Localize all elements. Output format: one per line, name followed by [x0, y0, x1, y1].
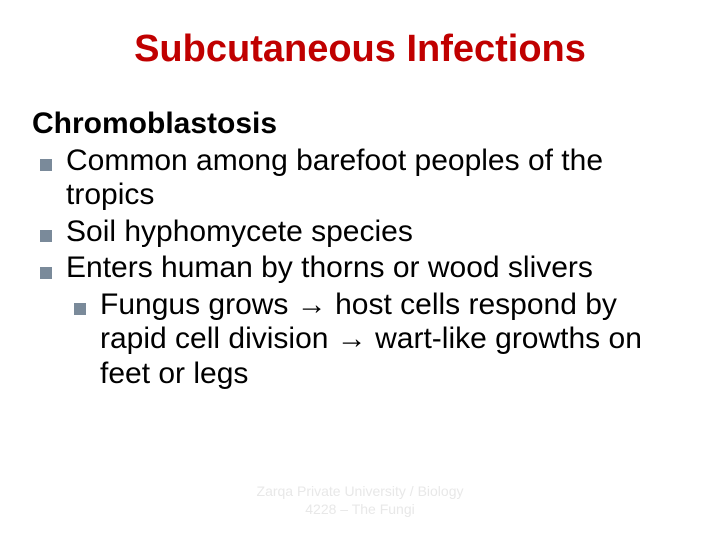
slide-title: Subcutaneous Infections	[32, 28, 688, 71]
arrow-icon: →	[297, 288, 327, 321]
bullet-list: Common among barefoot peoples of the tro…	[32, 144, 688, 392]
body: Chromoblastosis Common among barefoot pe…	[32, 107, 688, 391]
section-subtitle: Chromoblastosis	[32, 107, 688, 142]
footer-line: Zarqa Private University / Biology	[0, 482, 720, 500]
sub-item-part: Fungus grows	[100, 288, 297, 321]
list-item: Common among barefoot peoples of the tro…	[32, 144, 688, 213]
slide-footer: Zarqa Private University / Biology 4228 …	[0, 482, 720, 518]
list-item: Enters human by thorns or wood slivers F…	[32, 251, 688, 391]
list-item: Fungus grows → host cells respond by rap…	[66, 288, 688, 392]
arrow-icon: →	[337, 322, 367, 355]
list-item-text: Common among barefoot peoples of the tro…	[66, 144, 603, 212]
slide: Subcutaneous Infections Chromoblastosis …	[0, 0, 720, 540]
sub-bullet-list: Fungus grows → host cells respond by rap…	[66, 288, 688, 392]
list-item-text: Soil hyphomycete species	[66, 215, 413, 248]
list-item-text: Enters human by thorns or wood slivers	[66, 251, 593, 284]
list-item: Soil hyphomycete species	[32, 215, 688, 250]
footer-line: 4228 – The Fungi	[0, 500, 720, 518]
